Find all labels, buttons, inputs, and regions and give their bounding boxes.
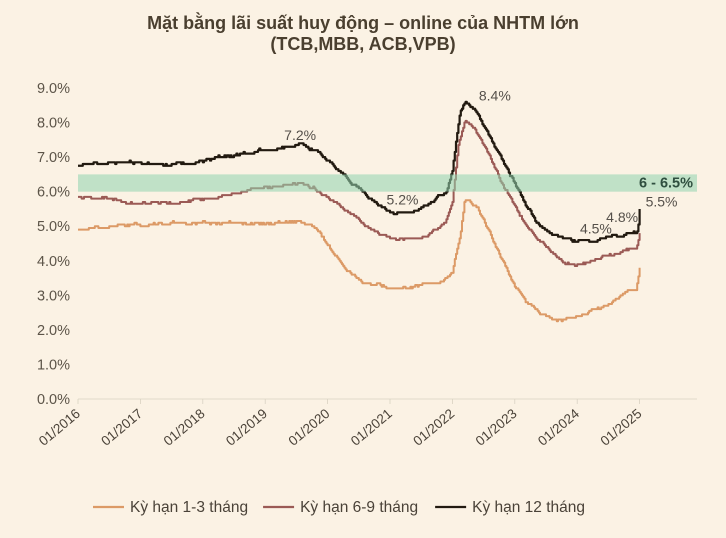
svg-text:01/2020: 01/2020 bbox=[285, 406, 332, 449]
svg-text:01/2022: 01/2022 bbox=[410, 406, 457, 449]
svg-text:9.0%: 9.0% bbox=[37, 81, 70, 97]
svg-text:01/2018: 01/2018 bbox=[161, 406, 208, 449]
svg-text:Kỳ hạn 12 tháng: Kỳ hạn 12 tháng bbox=[472, 499, 585, 516]
svg-text:7.0%: 7.0% bbox=[37, 150, 70, 166]
svg-text:5.2%: 5.2% bbox=[387, 191, 419, 207]
svg-text:01/2017: 01/2017 bbox=[98, 406, 145, 449]
svg-text:1.0%: 1.0% bbox=[37, 357, 70, 373]
svg-text:01/2023: 01/2023 bbox=[473, 406, 520, 449]
svg-text:4.0%: 4.0% bbox=[37, 254, 70, 270]
svg-text:01/2016: 01/2016 bbox=[36, 406, 83, 449]
svg-text:7.2%: 7.2% bbox=[284, 127, 316, 143]
svg-text:6.0%: 6.0% bbox=[37, 185, 70, 201]
svg-text:01/2024: 01/2024 bbox=[535, 405, 582, 448]
svg-text:4.8%: 4.8% bbox=[606, 209, 638, 225]
svg-text:01/2021: 01/2021 bbox=[348, 406, 395, 449]
svg-text:01/2019: 01/2019 bbox=[223, 406, 270, 449]
svg-text:2.0%: 2.0% bbox=[37, 323, 70, 339]
svg-text:5.0%: 5.0% bbox=[37, 219, 70, 235]
svg-text:Kỳ hạn 1-3 tháng: Kỳ hạn 1-3 tháng bbox=[130, 499, 248, 516]
svg-text:3.0%: 3.0% bbox=[37, 288, 70, 304]
svg-text:8.0%: 8.0% bbox=[37, 116, 70, 132]
svg-text:5.5%: 5.5% bbox=[646, 194, 678, 210]
svg-text:01/2025: 01/2025 bbox=[597, 406, 644, 449]
svg-text:Kỳ hạn 6-9 tháng: Kỳ hạn 6-9 tháng bbox=[300, 499, 418, 516]
svg-text:6 - 6.5%: 6 - 6.5% bbox=[639, 176, 693, 192]
svg-text:0.0%: 0.0% bbox=[37, 392, 70, 408]
svg-text:8.4%: 8.4% bbox=[479, 88, 511, 104]
